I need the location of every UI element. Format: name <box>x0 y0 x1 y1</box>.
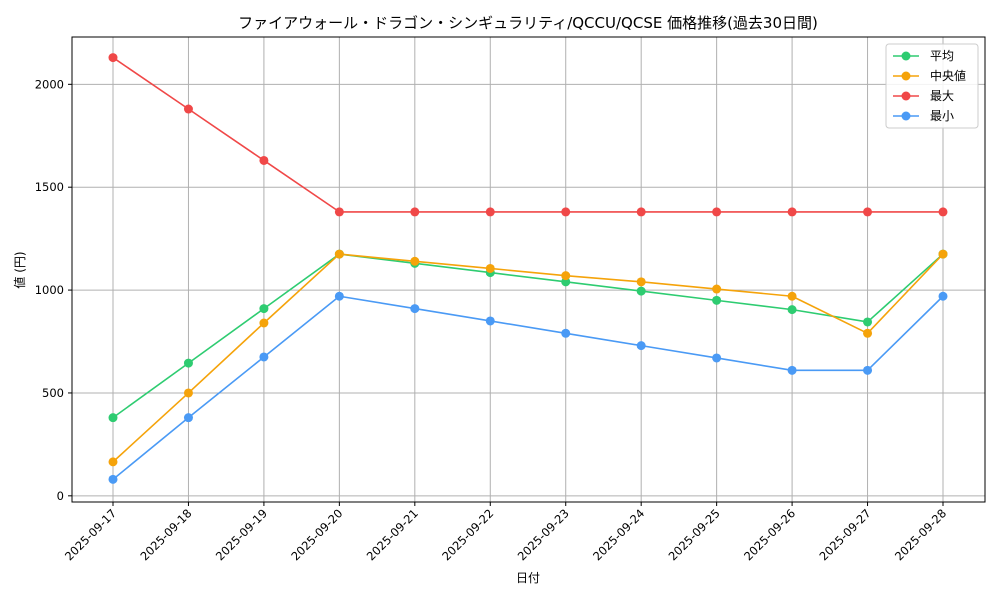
series-line <box>112 253 944 419</box>
data-point <box>636 277 646 287</box>
data-point <box>712 207 722 217</box>
data-point <box>863 317 873 327</box>
data-point <box>183 358 193 368</box>
legend-swatch-marker <box>901 51 911 61</box>
series-1 <box>108 249 948 467</box>
data-point <box>787 365 797 375</box>
legend-box <box>885 43 979 129</box>
legend-label: 最小 <box>930 109 954 123</box>
data-point <box>334 249 344 259</box>
data-point <box>485 263 495 273</box>
data-point <box>183 413 193 423</box>
series-line <box>112 253 944 463</box>
data-point <box>561 207 571 217</box>
data-point <box>863 207 873 217</box>
data-point <box>636 207 646 217</box>
y-tick-label: 1000 <box>35 283 64 297</box>
data-point <box>410 304 420 314</box>
data-point <box>410 207 420 217</box>
data-point <box>561 271 571 281</box>
data-point <box>636 286 646 296</box>
y-tick-label: 500 <box>42 386 64 400</box>
legend-swatch-marker <box>901 71 911 81</box>
legend-swatch-marker <box>901 111 911 121</box>
data-point <box>183 104 193 114</box>
data-point <box>108 413 118 423</box>
data-point <box>561 328 571 338</box>
plot-frame <box>71 36 986 503</box>
y-axis-label: 値 (円) <box>12 251 27 288</box>
legend-swatch-marker <box>901 91 911 101</box>
data-point <box>863 328 873 338</box>
data-point <box>334 291 344 301</box>
data-point <box>108 474 118 484</box>
data-point <box>259 155 269 165</box>
legend-label: 平均 <box>930 49 954 63</box>
data-point <box>561 277 571 287</box>
data-point <box>108 53 118 63</box>
data-point <box>636 341 646 351</box>
data-point <box>938 207 948 217</box>
data-point <box>712 353 722 363</box>
data-point <box>787 305 797 315</box>
y-axis-ticks: 0 500 1000 1500 2000 <box>35 77 72 503</box>
data-point <box>787 207 797 217</box>
legend-label: 最大 <box>930 89 954 103</box>
data-point <box>259 318 269 328</box>
chart-title: ファイアウォール・ドラゴン・シンギュラリティ/QCCU/QCSE 価格推移(過去… <box>238 14 818 32</box>
y-tick-label: 2000 <box>35 77 64 91</box>
series-2 <box>108 53 948 217</box>
data-point <box>108 457 118 467</box>
series-line <box>112 56 943 213</box>
data-point <box>259 304 269 314</box>
data-point <box>938 249 948 259</box>
data-point <box>712 295 722 305</box>
series-group <box>108 53 948 484</box>
series-3 <box>108 291 948 484</box>
data-point <box>863 365 873 375</box>
data-point <box>334 207 344 217</box>
y-tick-label: 1500 <box>35 180 64 194</box>
grid-lines <box>72 37 985 502</box>
series-line <box>112 295 944 480</box>
data-point <box>410 256 420 266</box>
legend-label: 中央値 <box>930 68 966 83</box>
y-tick-label: 0 <box>57 489 64 503</box>
data-point <box>485 207 495 217</box>
x-axis-label: 日付 <box>516 571 540 585</box>
data-point <box>787 291 797 301</box>
data-point <box>938 291 948 301</box>
data-point <box>712 284 722 294</box>
data-point <box>259 352 269 362</box>
data-point <box>485 316 495 326</box>
data-point <box>183 388 193 398</box>
